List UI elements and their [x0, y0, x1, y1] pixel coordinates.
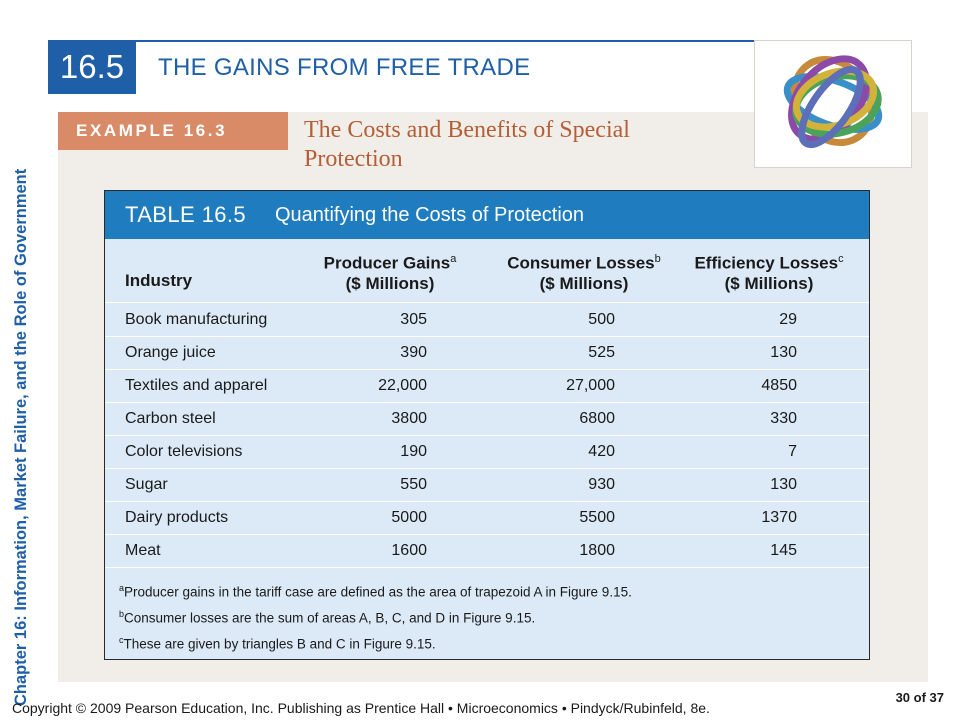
chapter-side-title: Chapter 16: Information, Market Failure,…	[12, 168, 30, 706]
example-label: EXAMPLE 16.3	[58, 112, 288, 150]
top-rule	[48, 40, 912, 42]
table-footnotes: aProducer gains in the tariff case are d…	[119, 575, 859, 653]
cell-consumer-losses: 5500	[579, 509, 615, 526]
footnote-text: Producer gains in the tariff case are de…	[124, 584, 632, 600]
column-header-industry: Industry	[125, 271, 193, 290]
row-divider	[105, 468, 869, 469]
cell-producer-gains: 305	[400, 311, 427, 328]
cell-producer-gains: 22,000	[378, 377, 427, 394]
table-row: Meat 1600 1800 145	[105, 535, 869, 567]
table-row: Dairy products 5000 5500 1370	[105, 502, 869, 534]
example-title: The Costs and Benefits of Special Protec…	[304, 117, 630, 172]
table-row: Color televisions 190 420 7	[105, 436, 869, 468]
cell-industry: Book manufacturing	[125, 311, 268, 328]
table-row: Textiles and apparel 22,000 27,000 4850	[105, 370, 869, 402]
table-row: Carbon steel 3800 6800 330	[105, 403, 869, 435]
row-divider	[105, 402, 869, 403]
cell-industry: Sugar	[125, 476, 168, 493]
column-header-consumer-losses: Consumer Lossesb ($ Millions)	[499, 249, 669, 294]
column-header-text: Efficiency Losses	[694, 253, 839, 273]
cell-efficiency-losses: 4850	[761, 377, 797, 394]
cell-producer-gains: 190	[400, 443, 427, 460]
column-header-unit: ($ Millions)	[724, 273, 814, 293]
column-header-producer-gains: Producer Gainsa ($ Millions)	[313, 249, 467, 294]
footnote: aProducer gains in the tariff case are d…	[119, 575, 859, 601]
cell-industry: Textiles and apparel	[125, 377, 268, 394]
page-number: 30 of 37	[895, 690, 944, 705]
row-divider	[105, 336, 869, 337]
cell-industry: Color televisions	[125, 443, 243, 460]
footnote-marker: a	[450, 253, 457, 265]
footnote: bConsumer losses are the sum of areas A,…	[119, 601, 859, 627]
cell-efficiency-losses: 130	[770, 476, 797, 493]
column-header-text: Producer Gains	[323, 253, 451, 273]
row-divider	[105, 435, 869, 436]
row-divider	[105, 369, 869, 370]
footnote-marker: c	[119, 635, 124, 645]
table-row: Orange juice 390 525 130	[105, 337, 869, 369]
cell-industry: Dairy products	[125, 509, 229, 526]
cell-efficiency-losses: 330	[770, 410, 797, 427]
cell-producer-gains: 1600	[391, 542, 427, 559]
cell-efficiency-losses: 7	[788, 443, 797, 460]
cell-industry: Orange juice	[125, 344, 216, 361]
cell-producer-gains: 390	[400, 344, 427, 361]
row-divider	[105, 567, 869, 568]
column-header-unit: ($ Millions)	[539, 273, 629, 293]
cell-efficiency-losses: 1370	[761, 509, 797, 526]
column-header-efficiency-losses: Efficiency Lossesc ($ Millions)	[689, 249, 849, 294]
row-divider	[105, 501, 869, 502]
footnote-marker: b	[119, 609, 125, 619]
table-header: TABLE 16.5 Quantifying the Costs of Prot…	[105, 191, 869, 239]
cell-consumer-losses: 1800	[579, 542, 615, 559]
cell-consumer-losses: 500	[588, 311, 615, 328]
cell-producer-gains: 5000	[391, 509, 427, 526]
row-divider	[105, 534, 869, 535]
footnote-marker: c	[838, 253, 844, 265]
cell-efficiency-losses: 130	[770, 344, 797, 361]
copyright-footer: Copyright © 2009 Pearson Education, Inc.…	[12, 700, 710, 716]
header-divider	[105, 302, 869, 303]
table-row: Book manufacturing 305 500 29	[105, 304, 869, 336]
cell-consumer-losses: 27,000	[566, 377, 615, 394]
cell-efficiency-losses: 29	[779, 311, 797, 328]
cell-consumer-losses: 6800	[579, 410, 615, 427]
cell-industry: Carbon steel	[125, 410, 216, 427]
table-caption: Quantifying the Costs of Protection	[275, 204, 585, 226]
cell-producer-gains: 550	[400, 476, 427, 493]
footnote-marker: b	[654, 253, 661, 265]
cell-consumer-losses: 420	[588, 443, 615, 460]
cell-consumer-losses: 525	[588, 344, 615, 361]
footnote-text: These are given by triangles B and C in …	[123, 636, 436, 652]
cell-industry: Meat	[125, 542, 161, 559]
table-row: Sugar 550 930 130	[105, 469, 869, 501]
cell-efficiency-losses: 145	[770, 542, 797, 559]
section-number: 16.5	[48, 40, 136, 94]
footnote-text: Consumer losses are the sum of areas A, …	[124, 610, 536, 626]
table-number: TABLE 16.5	[125, 202, 246, 227]
cell-producer-gains: 3800	[391, 410, 427, 427]
footnote: cThese are given by triangles B and C in…	[119, 627, 859, 653]
cell-consumer-losses: 930	[588, 476, 615, 493]
costs-table: TABLE 16.5 Quantifying the Costs of Prot…	[104, 190, 870, 660]
column-header-text: Consumer Losses	[507, 253, 655, 273]
section-title: THE GAINS FROM FREE TRADE	[158, 54, 531, 81]
footnote-marker: a	[119, 583, 125, 593]
column-header-unit: ($ Millions)	[345, 273, 435, 293]
rings-logo	[754, 40, 912, 168]
